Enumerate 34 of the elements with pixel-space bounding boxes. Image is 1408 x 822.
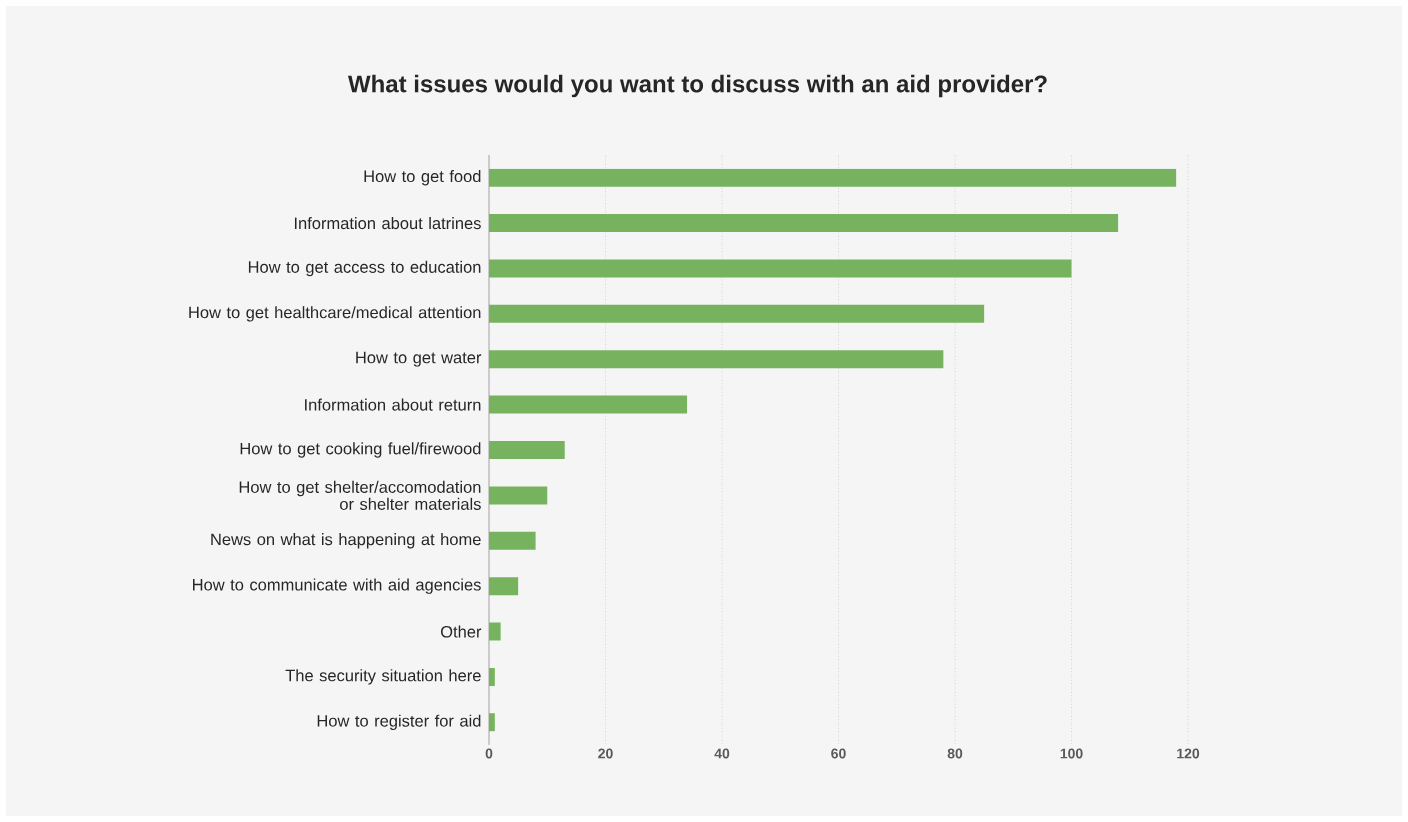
y-tick-label: How to get food: [364, 170, 481, 186]
x-tick-label: 20: [598, 748, 613, 759]
bar: [489, 350, 944, 369]
bar: [489, 304, 985, 323]
y-tick-label: How to get healthcare/medical attention: [189, 306, 481, 322]
x-tick-label: 120: [1177, 748, 1200, 759]
y-tick-label: Information about return: [305, 398, 481, 411]
bar: [489, 214, 1119, 233]
bar: [489, 622, 501, 641]
bar: [489, 486, 548, 505]
y-tick-label: How to register for aid: [317, 714, 481, 730]
x-tick-label: 60: [831, 748, 846, 759]
y-tick-label: How to get cooking fuel/firewood: [240, 442, 481, 458]
bar: [489, 531, 536, 550]
y-tick-label: How to communicate with aid agencies: [193, 578, 481, 594]
y-tick-label: Other: [440, 625, 482, 638]
x-tick-label: 100: [1060, 748, 1083, 759]
bar: [489, 395, 688, 414]
bar: [489, 577, 519, 596]
x-tick-label: 40: [714, 748, 730, 759]
y-tick-label: News on what is happening at home: [211, 533, 481, 549]
y-tick-label: How to get water: [356, 351, 482, 367]
chart-title: What issues would you want to discuss with an aid provider?: [347, 74, 1047, 98]
y-tick-label: Information about latrines: [294, 217, 481, 230]
bar: [489, 259, 1072, 278]
x-tick-label: 80: [947, 748, 963, 759]
y-tick-label: The security situation here: [285, 669, 481, 685]
bar: [489, 441, 565, 459]
bar: [489, 168, 1177, 187]
x-tick-label: 0: [485, 748, 493, 759]
y-tick-label: How to get access to education: [248, 260, 481, 277]
bar: [489, 667, 495, 686]
bar: [489, 713, 495, 732]
y-tick-label: How to get shelter/accomodation or shelter materials: [239, 480, 481, 510]
